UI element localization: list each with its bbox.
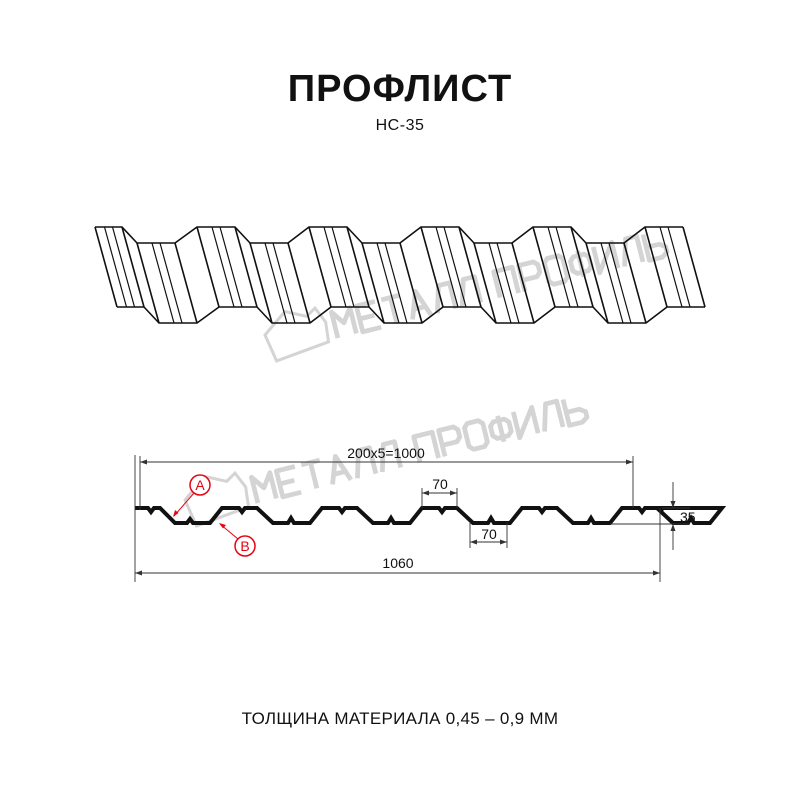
sheet-fold-line xyxy=(287,242,311,324)
sheet-fold-line xyxy=(308,226,332,308)
page-title: ПРОФЛИСТ xyxy=(287,68,513,110)
sheet-rib-line xyxy=(488,242,512,324)
watermark-glyph xyxy=(542,398,566,432)
sheet-rib-line xyxy=(151,242,175,324)
watermark-glyph xyxy=(462,418,490,452)
sheet-rib-line xyxy=(159,242,183,324)
watermark-glyph xyxy=(410,288,433,320)
bottom-flat-label: 70 xyxy=(481,526,497,542)
material-thickness-note: ТОЛЩИНА МАТЕРИАЛА 0,45 – 0,9 ММ xyxy=(241,709,559,728)
watermark-glyph xyxy=(488,415,514,443)
watermark-glyph xyxy=(510,405,541,441)
watermark-glyph xyxy=(560,398,590,428)
watermark-glyph xyxy=(380,292,401,324)
dimension-arrows xyxy=(135,459,676,576)
sheet-rib-line xyxy=(331,226,355,308)
sheet-rib-line xyxy=(547,226,571,308)
sheet-fold-line xyxy=(473,242,497,324)
sheet-rib-line xyxy=(443,226,467,308)
sheet-fold-line xyxy=(121,226,145,308)
callout-a-label: A xyxy=(195,477,205,493)
watermark-glyph xyxy=(590,240,621,276)
callout-b: B xyxy=(219,523,256,557)
watermark-glyph xyxy=(353,299,382,335)
sheet-fold-line xyxy=(644,226,668,308)
sheet-fold-line xyxy=(511,242,535,324)
sheet-rib-line xyxy=(555,226,579,308)
sheet-rib-line xyxy=(435,226,459,308)
watermark-glyph xyxy=(435,280,459,314)
watermark-glyph xyxy=(329,305,359,339)
height-label: 35 xyxy=(680,509,696,525)
sheet-rib-line xyxy=(608,242,632,324)
sheet-rib-line xyxy=(219,226,243,308)
sheet-fold-line xyxy=(361,242,385,324)
sheet-fold-line xyxy=(623,242,647,324)
watermark-glyph xyxy=(542,253,570,287)
isometric-sheet-view xyxy=(94,226,706,324)
sheet-fold-line xyxy=(532,226,556,308)
sheet-rib-line xyxy=(264,242,288,324)
sheet-rib-line xyxy=(272,242,296,324)
sheet-fold-line xyxy=(234,226,258,308)
callout-a: A xyxy=(173,474,211,517)
model-subtitle: НС-35 xyxy=(375,117,425,134)
sheet-bottom-edge xyxy=(117,306,705,324)
callout-b-label: B xyxy=(240,538,249,554)
sheet-rib-line xyxy=(384,242,408,324)
total-width-label: 1060 xyxy=(382,555,413,571)
watermark-glyph xyxy=(622,233,646,267)
profile-section-line xyxy=(135,506,727,525)
watermark-glyph xyxy=(300,457,321,489)
watermark-glyph xyxy=(330,453,353,485)
sheet-fold-line xyxy=(458,226,482,308)
sheet-fold-line xyxy=(346,226,370,308)
sheet-rib-line xyxy=(496,242,520,324)
top-flat-label: 70 xyxy=(432,476,448,492)
watermark-glyph xyxy=(273,464,302,500)
working-width-label: 200x5=1000 xyxy=(347,445,425,461)
sheet-rib-line xyxy=(667,226,691,308)
sheet-fold-line xyxy=(399,242,423,324)
sheet-fold-line xyxy=(682,226,706,308)
sheet-rib-line xyxy=(111,226,136,308)
watermark-glyph xyxy=(249,470,279,504)
sheet-rib-line xyxy=(659,226,683,308)
sheet-rib-line xyxy=(103,226,128,308)
sheet-rib-line xyxy=(211,226,235,308)
watermark-glyph xyxy=(379,439,404,473)
cross-section xyxy=(135,506,727,525)
sheet-fold-line xyxy=(94,226,118,308)
sheet-fold-line xyxy=(196,226,220,308)
sheet-fold-line xyxy=(570,226,594,308)
watermark-glyph xyxy=(355,445,379,479)
sheet-rib-line xyxy=(600,242,624,324)
sheet-fold-line xyxy=(174,242,198,324)
sheet-top-edge xyxy=(95,226,683,244)
watermark-glyph xyxy=(411,429,441,464)
sheet-fold-line xyxy=(420,226,444,308)
sheet-rib-line xyxy=(376,242,400,324)
watermark-glyph xyxy=(516,259,543,292)
sheet-rib-line xyxy=(323,226,347,308)
watermark-logo-top xyxy=(263,233,670,363)
sheet-fold-line xyxy=(249,242,273,324)
sheet-fold-line xyxy=(585,242,609,324)
sheet-fold-line xyxy=(136,242,160,324)
watermark-logo-bottom xyxy=(183,398,590,528)
watermark-glyph xyxy=(491,264,521,299)
watermark-glyph xyxy=(436,424,463,457)
